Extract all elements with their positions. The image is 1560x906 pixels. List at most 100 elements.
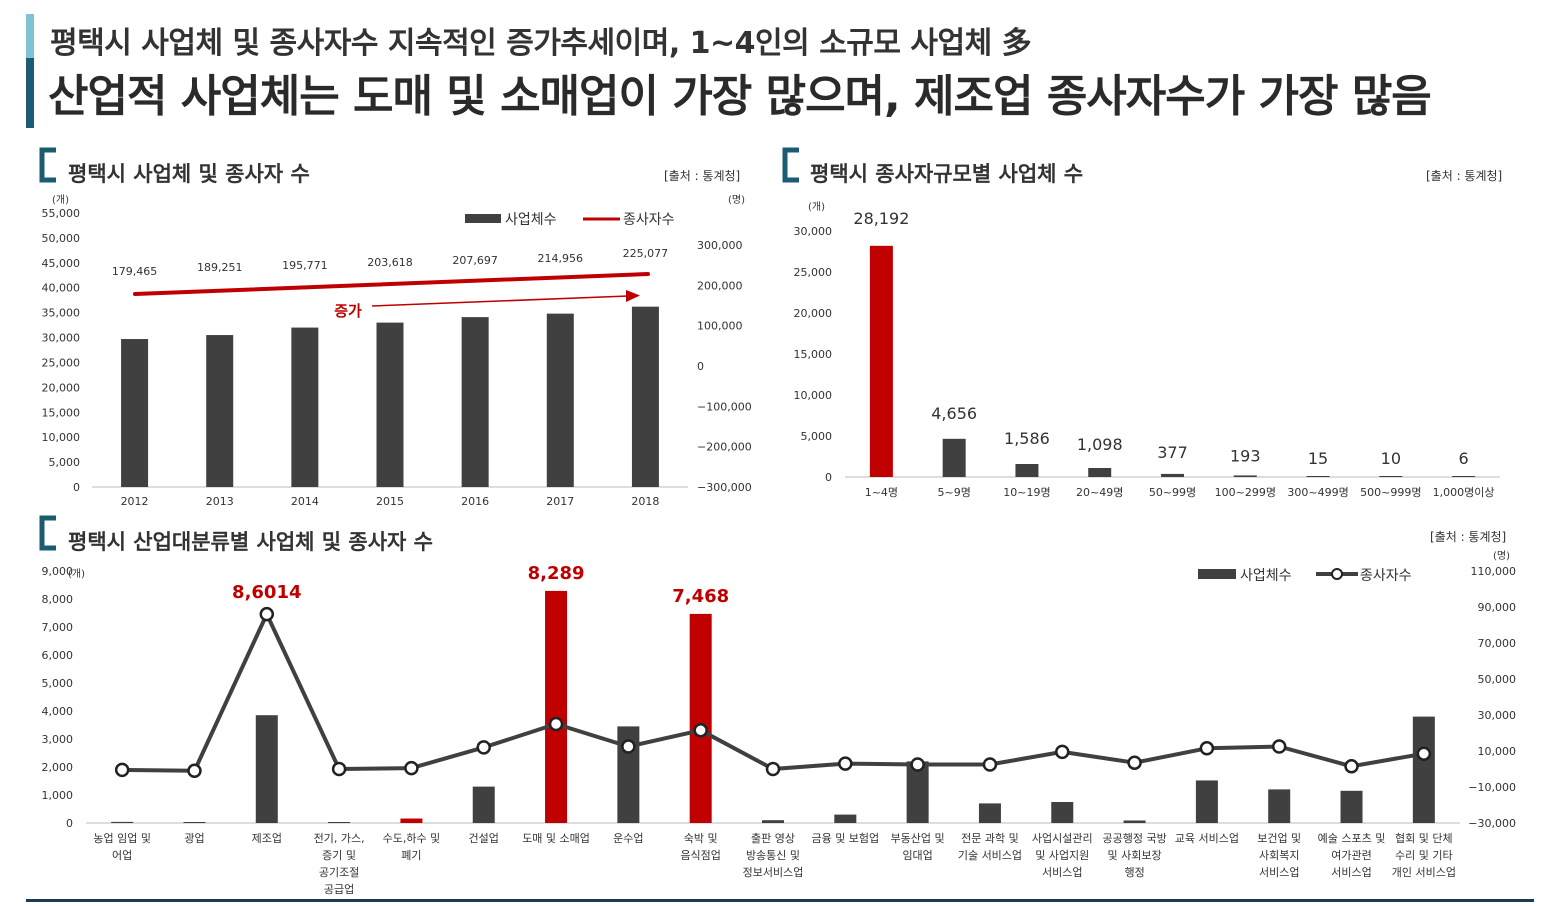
chart1-y-tick-label: 25,000 — [42, 356, 81, 369]
chart1-bar — [291, 327, 319, 487]
chart3-x-tick-label: 공기조절 — [319, 866, 359, 879]
chart3-x-tick-label: 증기 및 — [322, 849, 356, 862]
chart2-x-tick-label: 50~99명 — [1149, 486, 1196, 499]
chart3-x-tick-label: 행정 — [1124, 866, 1144, 879]
chart3-line-point — [1199, 741, 1215, 756]
chart3-line-point — [693, 723, 708, 738]
chart1-y-tick-label: 55,000 — [42, 207, 81, 220]
chart3-y2-tick-label: 110,000 — [1471, 565, 1517, 578]
chart1-x-tick-label: 2015 — [376, 495, 404, 508]
chart1-legend-bar-label: 사업체수 — [505, 212, 557, 228]
chart2-bar — [942, 438, 966, 477]
chart3-y-tick-label: 3,000 — [42, 733, 74, 746]
chart3-bar — [689, 613, 712, 823]
chart2-y-tick-label: 0 — [825, 471, 832, 484]
chart2-bar — [1306, 476, 1330, 477]
chart2-data-label: 1,586 — [1004, 429, 1050, 448]
chart3-line-point — [621, 739, 636, 754]
chart1-data-label: 225,077 — [623, 247, 669, 260]
chart2-data-label: 15 — [1308, 449, 1328, 468]
chart2-bar — [1015, 463, 1039, 477]
chart3-data-label: 7,468 — [672, 586, 729, 607]
panel1-source: [출처 : 통계청] — [664, 169, 741, 183]
chart3-y-tick-label: 5,000 — [42, 677, 74, 690]
chart3-x-tick-label: 도매 및 소매업 — [522, 832, 590, 845]
chart1-y2-tick-label: 200,000 — [697, 279, 743, 292]
chart3-x-tick-label: 운수업 — [613, 832, 643, 845]
chart2-bar — [1161, 473, 1184, 477]
chart1-y-tick-label: 45,000 — [42, 257, 81, 270]
chart3-x-tick-label: 숙박 및 — [684, 832, 718, 845]
chart1-bar — [121, 339, 149, 487]
chart3-bar — [1195, 780, 1218, 823]
chart1-y2-tick-label: −200,000 — [697, 441, 752, 454]
chart3-x-tick-label: 사회복지 — [1259, 849, 1299, 862]
chart3-x-tick-label: 공급업 — [324, 883, 354, 896]
chart3-x-tick-label: 임대업 — [902, 849, 932, 862]
chart3-x-tick-label: 출판 영상 — [751, 832, 795, 845]
page-title: 산업적 사업체는 도매 및 소매업이 가장 많으며, 제조업 종사자수가 가장 … — [48, 71, 1432, 122]
chart3-x-tick-label: 전기, 가스, — [314, 832, 365, 845]
panel1-bracket — [39, 147, 56, 183]
chart2-y-tick-label: 20,000 — [794, 307, 833, 320]
chart3-bar — [834, 814, 857, 823]
chart3-line-point — [910, 757, 925, 772]
chart3-x-tick-label: 제조업 — [252, 832, 282, 845]
chart3-x-tick-label: 방송통신 및 — [746, 849, 800, 862]
chart3-data-label: 8,6014 — [232, 582, 301, 603]
chart1-y2-tick-label: 100,000 — [697, 320, 743, 333]
chart1-data-label: 203,618 — [367, 256, 413, 269]
chart3-line-point — [765, 761, 781, 777]
chart3-x-tick-label: 광업 — [184, 832, 204, 845]
chart2-bar — [1379, 476, 1403, 477]
chart3-bar — [183, 822, 206, 823]
chart1-trend-arrowhead — [626, 290, 640, 302]
chart3-x-tick-label: 기술 서비스업 — [958, 849, 1022, 862]
chart2-data-label: 6 — [1459, 449, 1469, 468]
chart1-data-label: 189,251 — [197, 261, 243, 274]
chart3-y2-axis-label: (명) — [1493, 550, 1510, 562]
panel2-source: [출처 : 통계청] — [1426, 169, 1503, 183]
chart3-y2-tick-label: −30,000 — [1468, 817, 1516, 830]
chart3-bar — [1123, 820, 1146, 823]
chart1-trend-arrow — [371, 295, 629, 307]
chart3-y2-tick-label: −10,000 — [1468, 781, 1516, 794]
panel2-title: 평택시 종사자규모별 사업체 수 — [810, 162, 1084, 186]
chart3-line-point — [1055, 744, 1070, 760]
chart1-bar — [461, 317, 489, 487]
chart3-y-tick-label: 1,000 — [42, 789, 74, 802]
chart3-x-tick-label: 정보서비스업 — [743, 866, 804, 879]
chart2-x-tick-label: 1~4명 — [865, 486, 898, 499]
chart3-line-point — [982, 757, 998, 772]
chart2-data-label: 193 — [1230, 446, 1261, 465]
chart3-bar — [1268, 789, 1291, 823]
title-accent-bar-light — [26, 14, 34, 58]
chart1-series-line — [133, 272, 650, 296]
panel1-title: 평택시 사업체 및 종사자 수 — [68, 162, 310, 186]
chart3-y-tick-label: 8,000 — [42, 593, 74, 606]
chart1-bar — [631, 306, 659, 487]
title-accent-bar-dark — [26, 58, 34, 128]
chart3-legend-bar-label: 사업체수 — [1240, 568, 1292, 584]
chart2-x-tick-label: 100~299명 — [1215, 486, 1276, 499]
chart3-x-tick-label: 전문 과학 및 — [961, 832, 1019, 845]
chart3-x-tick-label: 및 사회보장 — [1108, 849, 1162, 862]
chart2-data-label: 28,192 — [853, 209, 909, 228]
chart1-legend-bar-swatch — [465, 214, 501, 223]
chart1-bar — [206, 335, 234, 487]
chart1-bar — [376, 322, 404, 487]
chart1-annotation: 증가 — [334, 302, 362, 320]
chart3-bar — [1412, 716, 1435, 823]
chart3-x-tick-label: 예술 스포츠 및 — [1318, 832, 1386, 845]
chart3-line-point — [548, 716, 564, 732]
chart1-y-tick-label: 50,000 — [42, 232, 81, 245]
bottom-rule — [26, 899, 1534, 902]
chart2-x-tick-label: 20~49명 — [1076, 486, 1123, 499]
chart2-data-label: 10 — [1381, 449, 1401, 468]
chart2-bar — [1452, 476, 1476, 477]
chart3-bar — [762, 820, 784, 823]
chart3-bar — [545, 590, 568, 823]
chart3-x-tick-label: 교육 서비스업 — [1175, 832, 1239, 845]
chart3-bar — [111, 821, 134, 823]
chart3-line-point — [476, 740, 491, 755]
